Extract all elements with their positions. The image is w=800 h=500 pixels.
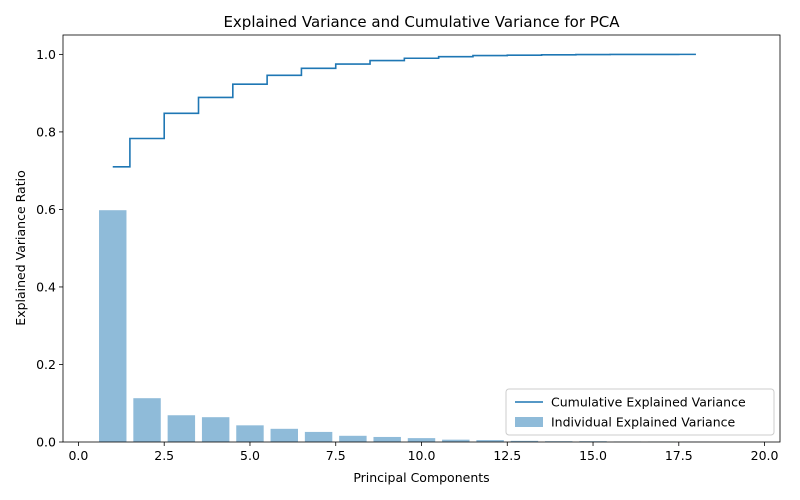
bar-pc-8: [339, 435, 367, 442]
cumulative-variance-line: [112, 53, 696, 168]
y-tick-label-1: 0.2: [36, 357, 56, 372]
x-axis-label: Principal Components: [353, 470, 489, 485]
x-tick-label-3: 7.5: [326, 448, 346, 463]
bar-pc-10: [407, 438, 436, 442]
y-axis-label: Explained Variance Ratio: [13, 170, 28, 325]
x-tick-label-5: 12.5: [493, 448, 521, 463]
bar-pc-3: [167, 415, 196, 442]
x-tick-label-1: 2.5: [154, 448, 174, 463]
y-tick-label-2: 0.4: [36, 279, 56, 294]
bar-pc-6: [270, 428, 298, 442]
plot-area: 0.0 2.5 5.0 7.5 10.0 12.5 15.0 17.5 20.0 0.0 0.2 0.…: [36, 34, 781, 463]
bar-pc-4: [201, 417, 230, 442]
legend-box: [505, 388, 775, 436]
legend-label-cumulative: Cumulative Explained Variance: [551, 395, 746, 410]
legend-label-individual: Individual Explained Variance: [551, 415, 736, 430]
legend-bar-swatch: [515, 417, 543, 427]
bar-pc-11: [442, 439, 470, 442]
bar-pc-7: [304, 431, 333, 442]
chart-title: Explained Variance and Cumulative Varian…: [223, 13, 620, 31]
bar-pc-2: [133, 398, 161, 442]
x-tick-label-8: 20.0: [751, 448, 779, 463]
y-tick-label-3: 0.6: [36, 202, 56, 217]
bar-pc-13: [510, 440, 539, 442]
x-tick-label-4: 10.0: [408, 448, 436, 463]
x-tick-label-2: 5.0: [240, 448, 260, 463]
y-tick-label-0: 0.0: [36, 435, 56, 450]
x-tick-label-0: 0.0: [68, 448, 88, 463]
bar-pc-1: [99, 210, 127, 442]
bar-pc-5: [236, 425, 264, 442]
x-tick-label-7: 17.5: [665, 448, 693, 463]
legend: Cumulative Explained Variance Individual …: [505, 388, 775, 436]
y-tick-label-5: 1.0: [36, 47, 56, 62]
bar-pc-12: [476, 440, 504, 442]
x-tick-label-6: 15.0: [579, 448, 607, 463]
y-tick-label-4: 0.8: [36, 124, 56, 139]
bar-pc-9: [373, 436, 401, 442]
